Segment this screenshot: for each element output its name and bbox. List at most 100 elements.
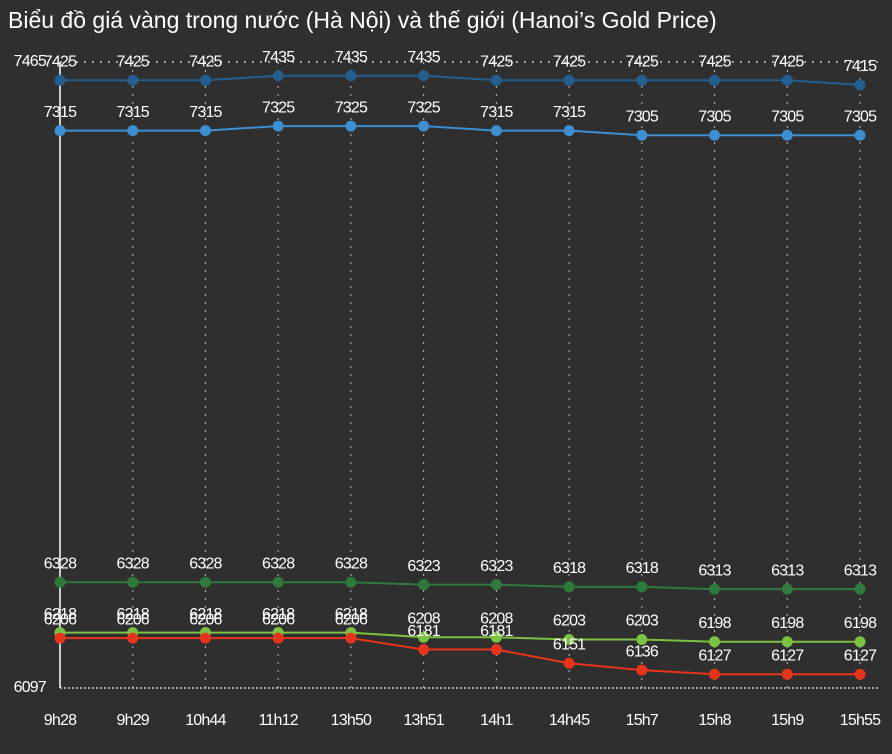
data-label: 7305 — [698, 108, 731, 125]
data-label: 6318 — [553, 560, 586, 577]
data-point — [709, 668, 721, 680]
data-point — [54, 74, 66, 86]
data-label: 7425 — [626, 54, 659, 71]
series-line — [60, 125, 860, 137]
data-point — [345, 632, 357, 644]
chart-title: Biểu đồ giá vàng trong nước (Hà Nội) và … — [8, 7, 717, 33]
data-label: 7435 — [335, 49, 368, 66]
data-point — [54, 576, 66, 588]
data-label: 6328 — [117, 556, 150, 573]
data-label: 7425 — [117, 54, 150, 71]
data-label: 7315 — [480, 104, 513, 121]
data-point — [418, 579, 430, 591]
data-label: 6206 — [44, 611, 77, 628]
data-label: 6218 — [189, 606, 222, 623]
data-point — [636, 633, 648, 645]
data-label: 6318 — [626, 560, 659, 577]
data-label: 7425 — [44, 54, 77, 71]
data-label: 6181 — [480, 623, 513, 640]
data-point — [199, 632, 211, 644]
data-point — [272, 632, 284, 644]
data-point — [781, 583, 793, 595]
data-label: 6313 — [844, 562, 877, 579]
data-label: 7305 — [844, 108, 877, 125]
data-point — [199, 125, 211, 137]
data-label: 6218 — [335, 606, 368, 623]
x-tick-label: 15h8 — [698, 712, 731, 729]
data-point — [781, 636, 793, 648]
data-point — [345, 120, 357, 132]
data-label: 7315 — [117, 104, 150, 121]
data-label: 6151 — [553, 637, 586, 654]
data-label: 7325 — [262, 99, 295, 116]
data-label: 6323 — [407, 558, 440, 575]
x-tick-label: 13h51 — [403, 712, 444, 729]
data-point — [54, 632, 66, 644]
x-tick-label: 13h50 — [331, 712, 372, 729]
data-label: 7435 — [407, 49, 440, 66]
data-point — [272, 70, 284, 82]
x-tick-label: 10h44 — [185, 712, 226, 729]
y-tick-label: 7465 — [14, 53, 47, 70]
data-point — [127, 576, 139, 588]
data-label: 7315 — [189, 104, 222, 121]
data-label: 6313 — [771, 562, 804, 579]
data-label: 6127 — [698, 647, 731, 664]
data-label: 6136 — [626, 643, 659, 660]
data-point — [490, 74, 502, 86]
data-label: 6198 — [844, 615, 877, 632]
data-point — [636, 581, 648, 593]
data-label: 6127 — [771, 647, 804, 664]
x-tick-label: 11h12 — [259, 712, 299, 729]
data-label: 6328 — [44, 556, 77, 573]
data-point — [418, 70, 430, 82]
y-tick-label: 6097 — [14, 679, 47, 696]
data-label: 6328 — [189, 556, 222, 573]
data-point — [854, 583, 866, 595]
data-label: 7425 — [771, 54, 804, 71]
data-point — [563, 657, 575, 669]
data-label: 6206 — [262, 611, 295, 628]
data-label: 6208 — [480, 610, 513, 627]
data-point — [199, 74, 211, 86]
data-point — [781, 129, 793, 141]
data-label: 7325 — [407, 99, 440, 116]
data-point — [345, 576, 357, 588]
data-point — [781, 74, 793, 86]
data-label: 6218 — [262, 606, 295, 623]
data-label: 6206 — [189, 611, 222, 628]
data-point — [781, 668, 793, 680]
data-label: 6127 — [844, 647, 877, 664]
data-label: 7425 — [698, 54, 731, 71]
data-point — [127, 125, 139, 137]
x-tick-label: 15h7 — [626, 712, 659, 729]
data-label: 7425 — [553, 54, 586, 71]
x-tick-label: 9h29 — [117, 712, 150, 729]
data-label: 6218 — [44, 606, 77, 623]
data-label: 7435 — [262, 49, 295, 66]
x-tick-label: 9h28 — [44, 712, 77, 729]
x-tick-label: 15h9 — [771, 712, 804, 729]
data-point — [272, 120, 284, 132]
x-tick-label: 14h1 — [480, 712, 513, 729]
data-point — [418, 120, 430, 132]
data-label: 7415 — [844, 58, 877, 75]
data-label: 7315 — [553, 104, 586, 121]
data-point — [854, 129, 866, 141]
data-point — [418, 644, 430, 656]
data-label: 6203 — [553, 613, 586, 630]
data-point — [199, 576, 211, 588]
data-point — [854, 79, 866, 91]
data-point — [563, 633, 575, 645]
data-point — [854, 668, 866, 680]
series-line — [60, 581, 860, 591]
x-tick-label: 14h45 — [549, 712, 590, 729]
data-label: 6323 — [480, 558, 513, 575]
data-label: 7305 — [626, 108, 659, 125]
data-point — [709, 129, 721, 141]
data-label: 6203 — [626, 613, 659, 630]
data-label: 6208 — [407, 610, 440, 627]
data-point — [127, 74, 139, 86]
data-label: 6328 — [262, 556, 295, 573]
